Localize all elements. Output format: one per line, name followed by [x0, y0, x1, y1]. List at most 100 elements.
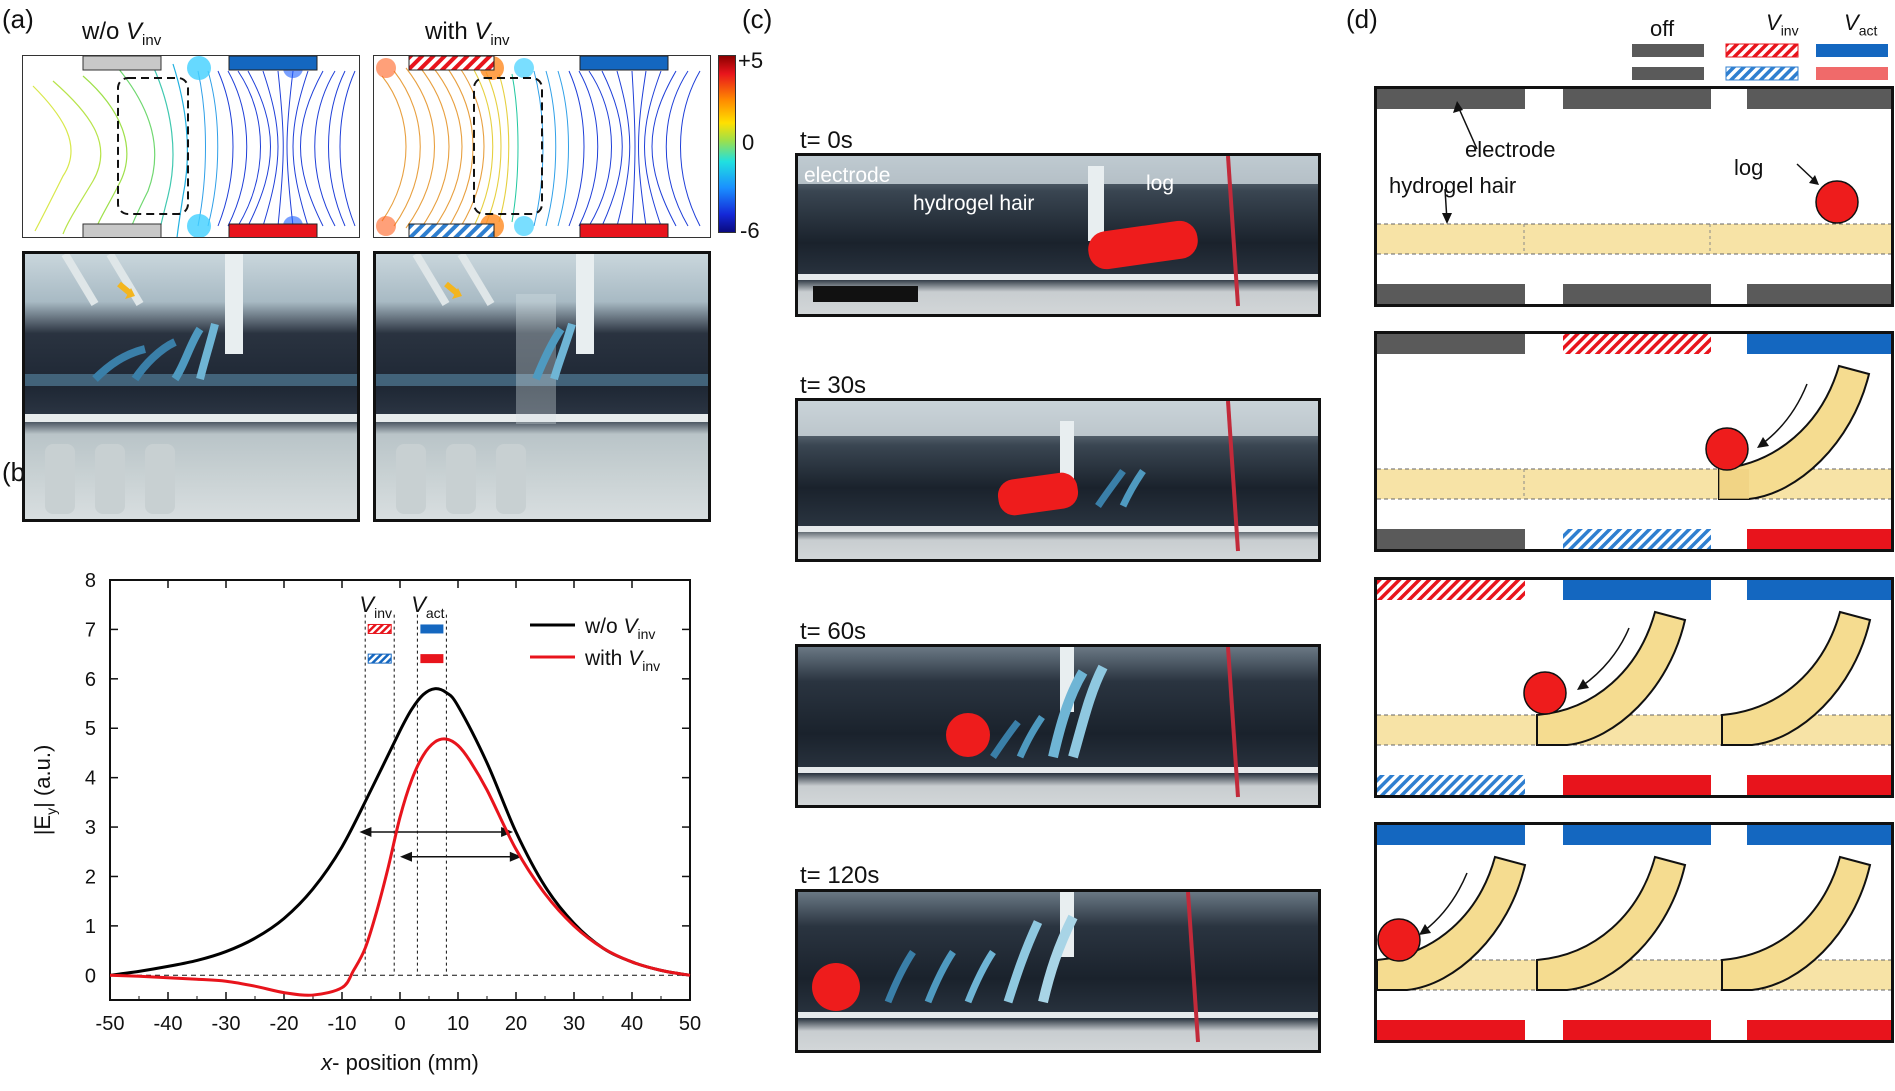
legend-label-0: w/o Vinv: [584, 615, 655, 642]
v-symbol: V: [474, 18, 491, 45]
y-tick-label: 8: [85, 570, 96, 592]
y-tick-label: 5: [85, 718, 96, 740]
y-tick-label: 6: [85, 669, 96, 691]
schematic-2-drawing: [1377, 334, 1891, 549]
field-simulation-without: [22, 55, 360, 238]
plot-frame: [109, 579, 691, 1001]
x-tick-label: -50: [96, 1013, 125, 1035]
legend-off-bottom: [1632, 67, 1704, 80]
photo-frame-0: electrode hydrogel hair log: [795, 153, 1321, 317]
y-tick-label: 3: [85, 817, 96, 839]
schematic-label-hair: hydrogel hair: [1389, 173, 1517, 198]
frame-0-label-log: log: [1146, 172, 1175, 195]
schematic-step-2: [1374, 331, 1894, 552]
schematic-3-drawing: [1377, 580, 1891, 795]
y-tick-label: 4: [85, 768, 96, 790]
marker-vact-top: [420, 624, 444, 634]
legend-off-top: [1632, 44, 1704, 57]
legend-label-1: with Vinv: [584, 647, 660, 674]
schematic-label-electrode: electrode: [1465, 137, 1556, 162]
field-lines-with: [376, 56, 701, 237]
y-axis-label: |Ey| (a.u.): [30, 745, 59, 836]
series-line-1: [109, 737, 691, 997]
y-tick-label: 7: [85, 619, 96, 641]
fwhm-arrow-with-head-left: [400, 851, 412, 862]
marker-vact-bottom: [420, 654, 444, 664]
v-sub: inv: [142, 31, 162, 49]
frame-1-content: [798, 401, 1318, 552]
field-profile-chart: -50 -40 -30 -20 -10 0 10 20 30 40 50 0 1 2 3 4 5 6 7 8 Vinv V…: [30, 570, 701, 1075]
x-tick-label: 0: [394, 1013, 405, 1035]
sim-title-without-text: w/o: [82, 18, 127, 45]
x-tick-label: 40: [621, 1013, 643, 1035]
colorbar-max-label: +5: [738, 48, 764, 73]
y-tick-label: 1: [85, 916, 96, 938]
field-simulation-with: [373, 55, 711, 238]
marker-vinv-label: Vinv: [359, 592, 392, 621]
sim-title-with: with Vinv: [425, 18, 510, 49]
schematic-4-drawing: [1377, 825, 1891, 1040]
panel-label-d: (d): [1346, 4, 1378, 34]
photo-content-with: [376, 254, 708, 514]
x-tick-label: 30: [563, 1013, 585, 1035]
schematic-step-3: [1374, 577, 1894, 798]
fwhm-arrow-without-head-left: [359, 827, 372, 837]
frame-0-label-hair: hydrogel hair: [913, 192, 1035, 215]
legend-act-sub: act: [1858, 22, 1878, 39]
legend-vact-top: [1816, 44, 1888, 57]
field-lines-without: [32, 56, 356, 237]
x-tick-label: -30: [212, 1013, 241, 1035]
marker-vact-label: Vact: [411, 592, 444, 621]
frame-time-3: t= 120s: [800, 862, 880, 889]
legend-v-symbol: V: [1844, 10, 1859, 35]
schematic-label-log: log: [1734, 155, 1764, 180]
photo-without-vinv: [22, 251, 360, 522]
frame-time-1: t= 30s: [800, 372, 867, 399]
frame-2-content: [798, 647, 1318, 798]
sim-title-without: w/o Vinv: [82, 18, 161, 49]
x-tick-label: 20: [505, 1013, 527, 1035]
legend-off-label: off: [1650, 16, 1675, 41]
x-tick-label: -20: [270, 1013, 299, 1035]
fwhm-arrow-with-head-right: [509, 851, 522, 862]
frame-0-content: [798, 156, 1318, 307]
x-tick-label: 50: [679, 1013, 701, 1035]
legend-vinv-bottom: [1725, 66, 1799, 81]
sim-title-with-text: with: [425, 18, 475, 45]
colorbar: [718, 55, 736, 233]
x-tick-label: -40: [154, 1013, 183, 1035]
y-tick-label: 2: [85, 866, 96, 888]
photo-frame-1: [795, 398, 1321, 562]
photo-frame-3: [795, 889, 1321, 1053]
frame-3-content: [798, 892, 1318, 1043]
schematic-step-1: electrode hydrogel hair log: [1374, 86, 1894, 307]
legend-vinv-label: Vinv: [1766, 10, 1799, 38]
v-sub: inv: [490, 31, 510, 49]
photo-frame-2: [795, 644, 1321, 808]
legend-inv-sub: inv: [1780, 22, 1799, 39]
schematic-step-4: [1374, 822, 1894, 1043]
y-tick-label: 0: [85, 965, 96, 987]
v-symbol: V: [126, 18, 143, 45]
photo-content-without: [25, 254, 357, 514]
schematic-1-drawing: [1377, 89, 1891, 304]
x-tick-label: 10: [447, 1013, 469, 1035]
frame-time-0: t= 0s: [800, 127, 853, 154]
colorbar-min-label: -6: [740, 218, 760, 243]
marker-vinv-top: [367, 623, 392, 634]
x-axis-label: x- position (mm): [320, 1050, 479, 1075]
legend-v-symbol: V: [1766, 10, 1781, 35]
panel-label-c: (c): [742, 4, 773, 34]
panel-label-a: (a): [2, 4, 34, 34]
marker-vinv-bottom: [367, 653, 392, 664]
frame-0-label-electrode: electrode: [804, 164, 891, 187]
legend-vact-label: Vact: [1844, 10, 1877, 38]
colorbar-mid-label: 0: [742, 130, 755, 155]
photo-with-vinv: [373, 251, 711, 522]
series-line-0: [109, 687, 691, 977]
legend-vinv-top: [1725, 43, 1799, 58]
legend-vact-bottom: [1816, 67, 1888, 80]
x-tick-label: -10: [328, 1013, 357, 1035]
frame-time-2: t= 60s: [800, 618, 867, 645]
legend-swatches: [1632, 43, 1888, 81]
